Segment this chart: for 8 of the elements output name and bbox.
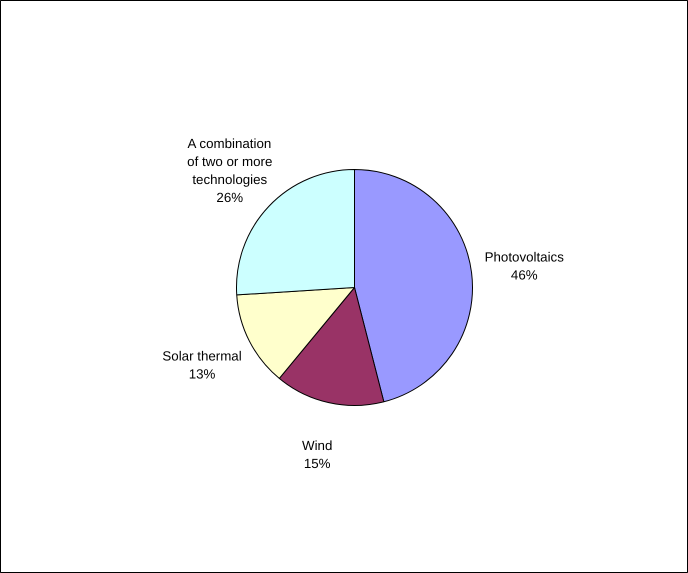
data-label: 15% bbox=[304, 456, 331, 471]
slice-label: A combination of two or more technologies bbox=[187, 136, 272, 187]
data-label: 13% bbox=[188, 366, 216, 382]
slice-label: Photovoltaics bbox=[484, 250, 564, 265]
slice-label: Wind bbox=[302, 438, 332, 453]
data-label: 26% bbox=[216, 190, 244, 205]
slice-label: Solar thermal bbox=[162, 348, 242, 364]
data-label: 46% bbox=[510, 268, 538, 283]
